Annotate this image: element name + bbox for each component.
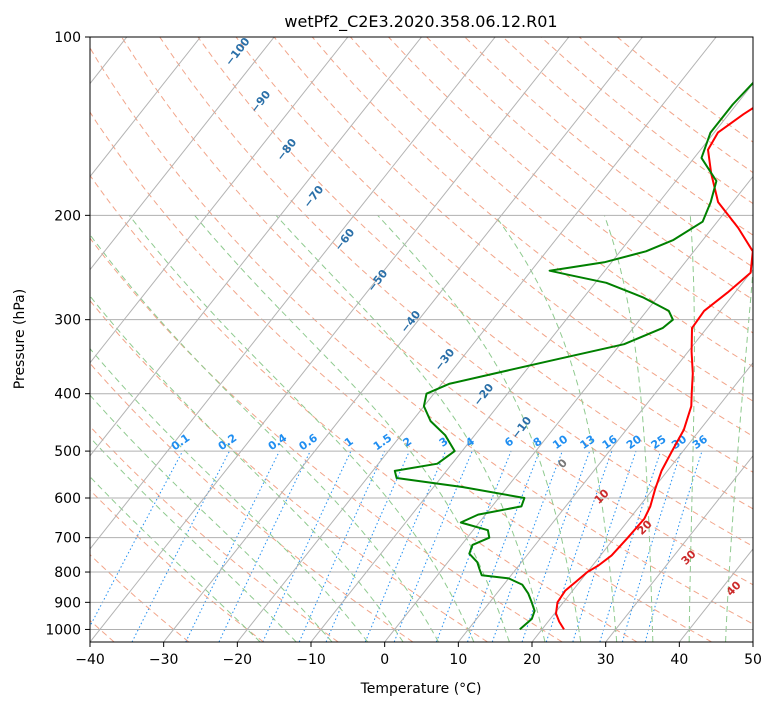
y-tick-label: 100 <box>54 30 81 46</box>
x-tick-label: 10 <box>449 652 467 668</box>
x-tick-label: 40 <box>670 652 688 668</box>
x-axis-title: Temperature (°C) <box>360 681 482 697</box>
y-tick-label: 900 <box>54 595 81 611</box>
y-tick-label: 600 <box>54 491 81 507</box>
y-tick-label: 500 <box>54 444 81 460</box>
chart-title: wetPf2_C2E3.2020.358.06.12.R01 <box>284 12 557 32</box>
x-tick-label: 50 <box>744 652 762 668</box>
x-tick-label: −20 <box>223 652 253 668</box>
x-tick-label: 0 <box>380 652 389 668</box>
x-tick-label: 20 <box>523 652 541 668</box>
y-tick-label: 700 <box>54 531 81 547</box>
y-tick-label: 1000 <box>45 622 81 638</box>
x-tick-label: −30 <box>149 652 179 668</box>
y-tick-label: 200 <box>54 208 81 224</box>
x-tick-label: −40 <box>75 652 105 668</box>
y-axis-title: Pressure (hPa) <box>12 289 28 389</box>
y-tick-label: 800 <box>54 565 81 581</box>
y-tick-label: 300 <box>54 313 81 329</box>
x-tick-label: 30 <box>597 652 615 668</box>
x-tick-label: −10 <box>296 652 326 668</box>
y-tick-label: 400 <box>54 387 81 403</box>
